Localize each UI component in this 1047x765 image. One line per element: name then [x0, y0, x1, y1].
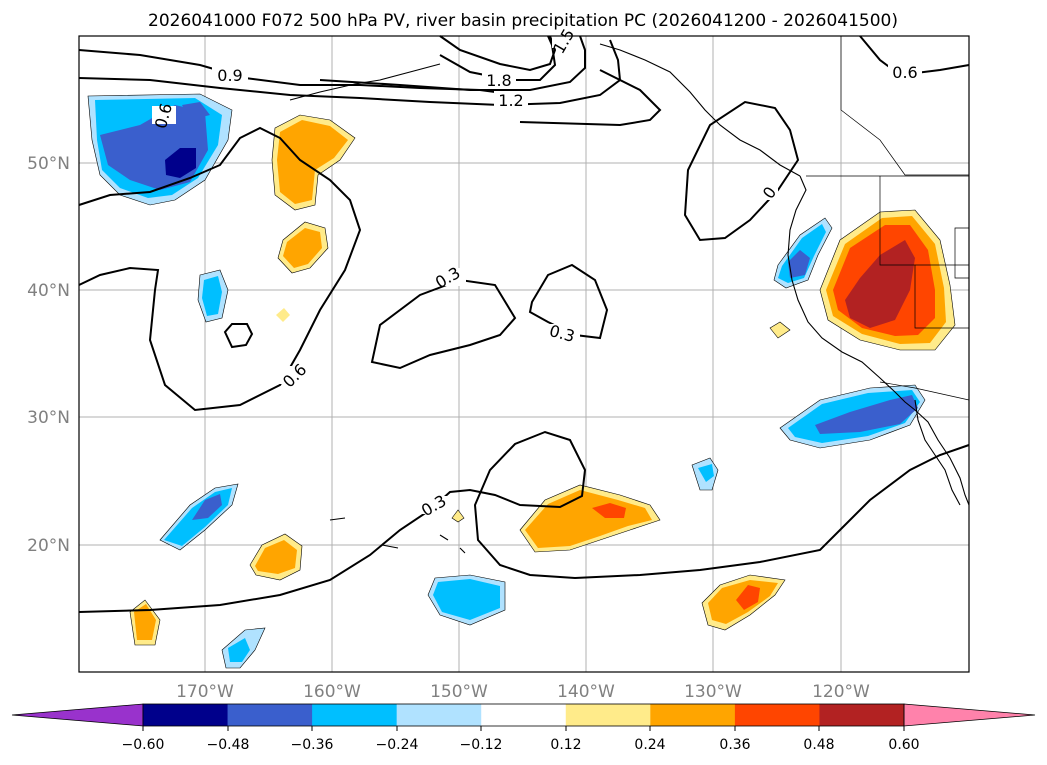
colorbar-tick-label: −0.60 [122, 737, 165, 753]
contour-label: 1.2 [498, 91, 523, 110]
contour-label: 0.6 [892, 63, 917, 82]
pv-contours [78, 35, 970, 613]
lon-label: 140°W [557, 682, 615, 702]
colorbar-tick-label: 0.24 [634, 737, 665, 753]
colorbar-tick-label: −0.24 [376, 737, 419, 753]
colorbar-segment [481, 704, 567, 726]
colorbar-ticks: −0.60 −0.48 −0.36 −0.24 −0.12 0.12 0.24 … [122, 726, 920, 753]
map-frame [78, 35, 970, 673]
colorbar-tick-label: −0.36 [291, 737, 334, 753]
lon-label: 120°W [812, 682, 870, 702]
lon-label: 170°W [176, 682, 234, 702]
colorbar-segment [565, 704, 651, 726]
colorbar-tick-label: −0.12 [460, 737, 503, 753]
colorbar-extend-low [11, 703, 144, 727]
precip-anomaly-fills [87, 93, 956, 669]
map-background [79, 36, 969, 672]
colorbar-segment [734, 704, 820, 726]
colorbar-tick-label: 0.12 [550, 737, 581, 753]
longitude-labels: 170°W 160°W 150°W 140°W 130°W 120°W [176, 682, 870, 702]
colorbar-extend-high [903, 703, 1036, 727]
latitude-labels: 50°N 40°N 30°N 20°N [27, 154, 70, 556]
lon-label: 150°W [430, 682, 488, 702]
map-title: 2026041000 F072 500 hPa PV, river basin … [148, 11, 898, 31]
borders [806, 36, 970, 401]
colorbar-segment [819, 704, 905, 726]
colorbar-outline [142, 703, 905, 727]
lat-label: 20°N [27, 536, 70, 556]
colorbar-segment [396, 704, 482, 726]
lat-label: 40°N [27, 281, 70, 301]
colorbar-segment [227, 704, 313, 726]
contour-label: 1.8 [486, 71, 511, 90]
lat-label: 50°N [27, 154, 70, 174]
gridlines [79, 36, 969, 672]
lon-label: 160°W [303, 682, 361, 702]
colorbar-segments [11, 703, 1036, 727]
colorbar-tick-label: 0.48 [803, 737, 834, 753]
colorbar-tick-label: 0.36 [719, 737, 750, 753]
colorbar: −0.60 −0.48 −0.36 −0.24 −0.12 0.12 0.24 … [11, 703, 1036, 753]
colorbar-tick-label: 0.60 [888, 737, 919, 753]
colorbar-segment [143, 704, 229, 726]
lat-label: 30°N [27, 408, 70, 428]
lon-label: 130°W [684, 682, 742, 702]
colorbar-tick-label: −0.48 [207, 737, 250, 753]
colorbar-segment [312, 704, 398, 726]
colorbar-segment [650, 704, 736, 726]
contour-label: 0.9 [217, 66, 242, 85]
map-plot-area: 0.9 0.6 1.8 1.2 1.5 0.6 0 0.3 0.3 0.6 0.… [78, 25, 970, 673]
